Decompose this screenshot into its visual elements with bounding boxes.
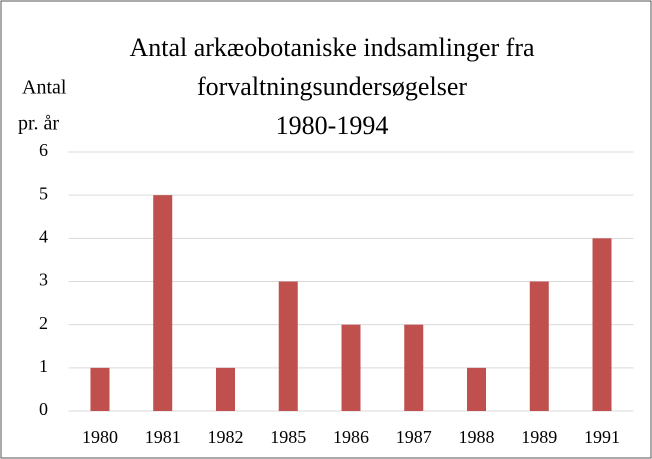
bar [90,367,110,411]
chart-title: 1980-1994 [276,111,389,140]
x-tick-label: 1989 [521,427,557,447]
y-tick-label: 1 [39,356,48,376]
x-tick-label: 1987 [396,427,432,447]
x-tick-label: 1980 [82,427,118,447]
bar [467,367,487,411]
y-tick-label: 5 [39,183,48,203]
bar [404,324,424,411]
bar [592,238,612,411]
x-tick-label: 1982 [207,427,243,447]
bar [153,195,173,411]
x-tick-label: 1981 [145,427,181,447]
bar [278,281,298,411]
bar [529,281,549,411]
bar [341,324,361,411]
y-tick-label: 4 [39,226,48,246]
y-tick-label: 6 [39,140,48,160]
x-tick-label: 1985 [270,427,306,447]
x-tick-label: 1986 [333,427,369,447]
y-tick-label: 2 [39,313,48,333]
bar [215,367,235,411]
y-axis-label: pr. år [18,113,59,135]
y-tick-label: 0 [39,399,48,419]
chart-title: Antal arkæobotaniske indsamlinger fra [129,33,535,62]
chart-title: forvaltningsundersøgelser [197,72,467,101]
x-tick-label: 1988 [459,427,495,447]
x-tick-label: 1991 [584,427,620,447]
y-tick-label: 3 [39,270,48,290]
y-axis-label: Antal [22,77,67,99]
